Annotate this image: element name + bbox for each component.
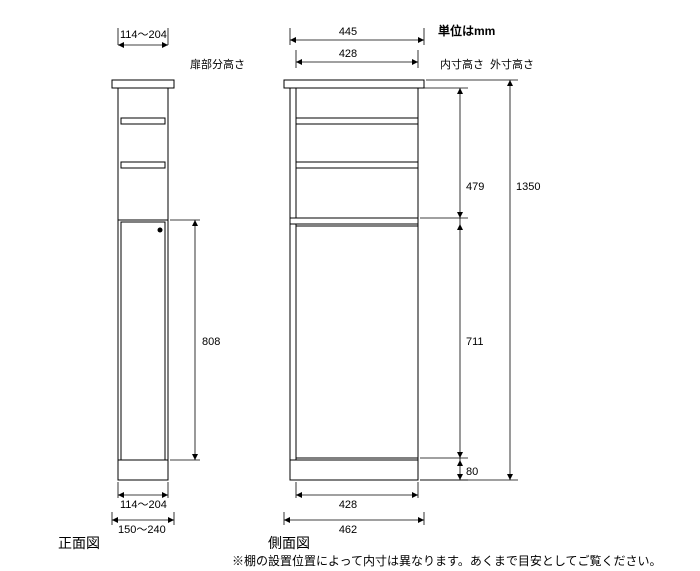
side-view: 445 428 内寸高さ 外寸高さ [268,26,540,551]
front-top-width-value: 114～204 [120,29,167,41]
side-overall-height: 1350 [420,80,540,480]
unit-label: 単位はmm [438,23,495,38]
front-bottom-inner-value: 114～204 [120,499,167,511]
side-top-inner-dim: 428 [296,48,418,68]
side-top-inner-value: 428 [339,48,357,60]
front-door-height-dim: 808 [170,220,220,460]
side-top-outer-value: 445 [339,26,357,38]
front-view: 114～204 扉部分高さ [58,28,245,551]
side-body [284,80,424,480]
base-height-value: 80 [466,466,478,478]
side-top-outer-dim: 445 [290,26,424,45]
lower-inner-height-value: 711 [466,336,484,348]
side-bottom-outer-dim: 462 [284,512,424,536]
front-bottom-outer-value: 150～240 [118,524,166,536]
side-bottom-inner-value: 428 [339,499,357,511]
front-top-dim: 114～204 [118,28,168,48]
door-height-label: 扉部分高さ [190,57,245,71]
inner-height-label: 内寸高さ [440,57,484,71]
upper-inner-height-value: 479 [466,181,484,193]
front-bottom-outer-dim: 150～240 [112,512,174,536]
overall-height-value: 1350 [516,181,540,193]
door-height-value: 808 [202,336,220,348]
outer-height-label: 外寸高さ [490,57,534,71]
front-title: 正面図 [58,535,100,551]
front-body [112,80,174,480]
side-bottom-outer-value: 462 [339,524,357,536]
front-bottom-inner-dim: 114～204 [118,482,168,511]
side-inner-heights: 479 711 80 [420,88,484,480]
technical-drawing: 単位はmm 114～204 扉部分高さ [0,0,700,571]
note-text: ※棚の設置位置によって内寸は異なります。あくまで目安としてご覧ください。 [232,553,661,568]
side-bottom-inner-dim: 428 [296,482,418,511]
side-title: 側面図 [268,535,310,551]
